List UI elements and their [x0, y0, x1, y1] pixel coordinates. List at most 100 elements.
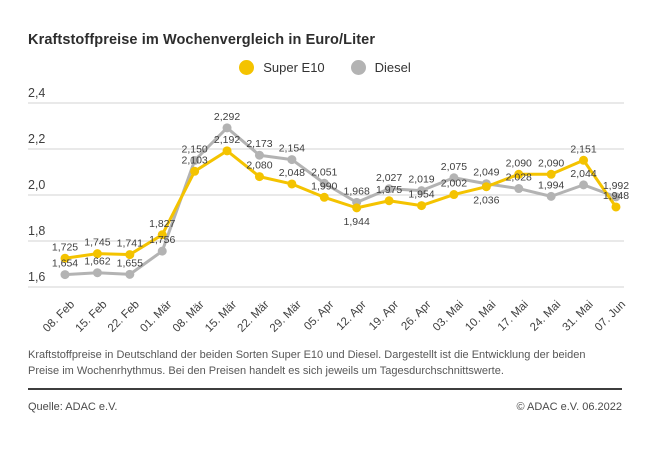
value-label: 1,992 [603, 180, 629, 192]
data-point-super-e10 [384, 196, 394, 206]
data-point-super-e10 [287, 179, 297, 189]
data-point-super-e10 [254, 172, 264, 182]
copyright-label: © ADAC e.V. 06.2022 [516, 401, 622, 413]
footer: Quelle: ADAC e.V. © ADAC e.V. 06.2022 [28, 401, 622, 413]
value-label: 2,090 [506, 157, 532, 169]
x-tick-label: 29. Mär [268, 299, 304, 335]
data-point-super-e10 [319, 192, 329, 202]
data-point-diesel [384, 184, 394, 194]
value-label: 2,049 [473, 167, 499, 179]
value-label: 1,662 [84, 256, 110, 268]
x-tick-label: 22. Feb [106, 299, 142, 335]
x-tick-label: 10. Mai [463, 299, 498, 334]
data-point-super-e10 [417, 201, 427, 211]
value-label: 2,019 [408, 174, 434, 186]
data-point-diesel [60, 270, 70, 280]
value-label: 1,968 [344, 185, 370, 197]
x-tick-label: 12. Apr [335, 299, 369, 333]
data-point-diesel [579, 180, 589, 190]
x-tick-label: 08. Mär [171, 299, 207, 335]
data-point-diesel [611, 192, 621, 202]
x-tick-label: 19. Apr [367, 299, 401, 333]
data-point-diesel [157, 246, 167, 256]
value-label: 2,090 [538, 157, 564, 169]
value-label: 2,027 [376, 172, 402, 184]
value-label: 2,151 [570, 143, 596, 155]
data-point-super-e10 [60, 253, 70, 263]
data-point-diesel [92, 268, 102, 278]
value-label: 1,990 [311, 180, 337, 192]
value-label: 2,292 [214, 111, 240, 123]
data-point-super-e10 [190, 166, 200, 176]
x-tick-label: 01. Mär [138, 299, 174, 335]
value-label: 2,080 [246, 160, 272, 172]
footer-divider [28, 388, 622, 390]
x-tick-label: 15. Feb [73, 299, 109, 335]
source-label: Quelle: ADAC e.V. [28, 401, 118, 413]
x-tick-label: 24. Mai [528, 299, 563, 334]
data-point-super-e10 [611, 202, 621, 212]
data-point-diesel [449, 173, 459, 183]
chart-legend: Super E10 Diesel [0, 60, 650, 75]
value-label: 1,654 [52, 258, 78, 270]
y-tick-label: 1,6 [28, 270, 45, 284]
data-point-super-e10 [514, 169, 524, 179]
data-point-super-e10 [125, 250, 135, 260]
x-tick-label: 15. Mär [203, 299, 239, 335]
y-tick-label: 1,8 [28, 224, 45, 238]
x-tick-label: 05. Apr [302, 299, 336, 333]
value-label: 2,192 [214, 134, 240, 146]
data-point-diesel [417, 186, 427, 196]
x-tick-label: 17. Mai [496, 299, 531, 334]
data-point-super-e10 [481, 182, 491, 192]
data-point-diesel [319, 178, 329, 188]
value-label: 1,756 [149, 234, 175, 246]
data-point-super-e10 [222, 146, 232, 156]
value-label: 2,075 [441, 161, 467, 173]
legend-label-super-e10: Super E10 [263, 60, 325, 75]
value-label: 2,154 [279, 143, 305, 155]
value-label: 1,975 [376, 184, 402, 196]
data-point-diesel [222, 123, 232, 133]
value-label: 1,745 [84, 237, 110, 249]
data-point-super-e10 [92, 249, 102, 259]
x-tick-label: 26. Apr [399, 299, 433, 333]
value-label: 2,002 [441, 178, 467, 190]
y-tick-label: 2,0 [28, 178, 45, 192]
data-point-diesel [190, 156, 200, 165]
y-tick-label: 2,4 [28, 86, 45, 100]
x-tick-label: 31. Mai [561, 299, 596, 334]
page-title: Kraftstoffpreise im Wochenvergleich in E… [28, 32, 376, 48]
value-label: 1,994 [538, 179, 564, 191]
value-label: 1,948 [603, 190, 629, 202]
series-line-super-e10 [63, 149, 618, 260]
data-point-diesel [546, 191, 556, 201]
value-label: 1,655 [117, 257, 143, 269]
value-label: 1,725 [52, 241, 78, 253]
data-point-super-e10 [352, 203, 362, 213]
legend-item-diesel: Diesel [350, 60, 411, 75]
diesel-dot-icon [350, 60, 366, 75]
value-label: 1,954 [408, 189, 434, 201]
super-e10-dot-icon [239, 60, 255, 75]
data-point-super-e10 [449, 190, 459, 200]
data-point-super-e10 [579, 155, 589, 165]
data-point-super-e10 [546, 169, 556, 179]
value-label: 2,048 [279, 167, 305, 179]
data-point-super-e10 [157, 230, 167, 240]
data-point-diesel [514, 184, 524, 194]
data-point-diesel [254, 150, 264, 160]
y-tick-label: 2,2 [28, 132, 45, 146]
value-label: 1,741 [117, 238, 143, 250]
value-label: 2,103 [181, 154, 207, 166]
x-tick-label: 07. Jun [593, 299, 628, 334]
x-tick-label: 03. Mai [431, 299, 466, 334]
value-label: 2,173 [246, 138, 272, 150]
value-label: 2,044 [570, 168, 596, 180]
legend-item-super-e10: Super E10 [239, 60, 325, 75]
value-label: 2,051 [311, 166, 337, 178]
value-label: 2,150 [181, 144, 207, 156]
value-label: 1,827 [149, 218, 175, 230]
